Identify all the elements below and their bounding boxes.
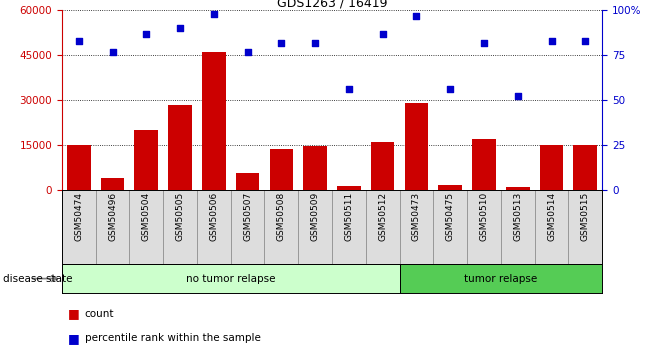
Point (107, 49, 118, 55)
Text: percentile rank within the sample: percentile rank within the sample (85, 333, 260, 343)
Text: GSM50508: GSM50508 (277, 192, 286, 241)
Point (344, 87, 354, 92)
Point (546, 38, 557, 43)
Point (242, 49, 253, 55)
Text: tumor relapse: tumor relapse (464, 274, 538, 284)
Text: GSM50509: GSM50509 (311, 192, 320, 241)
Point (276, 40, 286, 46)
Point (175, 26, 186, 31)
Title: GDS1263 / 16419: GDS1263 / 16419 (277, 0, 387, 9)
Point (580, 38, 590, 43)
Bar (472, 139, 496, 190)
Bar (438, 185, 462, 190)
Text: GSM50506: GSM50506 (210, 192, 218, 241)
Text: GSM50507: GSM50507 (243, 192, 252, 241)
Point (378, 31, 388, 37)
Bar (264, 190, 298, 264)
Text: GSM50510: GSM50510 (480, 192, 488, 241)
Bar (405, 103, 428, 190)
Bar (303, 146, 327, 190)
Text: GSM50475: GSM50475 (446, 192, 454, 241)
Point (310, 40, 320, 46)
Text: GSM50511: GSM50511 (344, 192, 353, 241)
Bar (501, 190, 534, 264)
Text: GSM50496: GSM50496 (108, 192, 117, 241)
Text: GSM50504: GSM50504 (142, 192, 151, 241)
Bar (62, 264, 400, 293)
Text: no tumor relapse: no tumor relapse (186, 274, 275, 284)
Text: GSM50473: GSM50473 (412, 192, 421, 241)
Bar (337, 186, 361, 190)
Text: count: count (85, 309, 114, 319)
Point (512, 94, 523, 99)
Bar (101, 178, 124, 190)
Text: GSM50514: GSM50514 (547, 192, 556, 241)
Bar (197, 190, 230, 264)
Bar (230, 190, 264, 264)
Bar (366, 190, 400, 264)
Bar (568, 190, 602, 264)
Bar (506, 187, 529, 190)
Bar (434, 190, 467, 264)
Text: GSM50505: GSM50505 (176, 192, 184, 241)
Bar (202, 52, 226, 190)
Bar (298, 190, 332, 264)
Point (74, 38, 84, 43)
Point (445, 87, 456, 92)
Bar (67, 145, 90, 190)
Bar (574, 145, 597, 190)
Text: disease state: disease state (3, 274, 73, 284)
Bar (400, 190, 434, 264)
Bar (163, 190, 197, 264)
Text: GSM50513: GSM50513 (513, 192, 522, 241)
Bar (534, 190, 568, 264)
Bar (62, 190, 96, 264)
Text: GSM50515: GSM50515 (581, 192, 590, 241)
Bar (467, 190, 501, 264)
Bar (135, 130, 158, 190)
Bar (270, 149, 293, 190)
Point (478, 40, 489, 46)
Text: ■: ■ (68, 332, 80, 345)
Text: GSM50512: GSM50512 (378, 192, 387, 241)
Bar (168, 105, 192, 190)
Bar (371, 142, 395, 190)
Bar (236, 173, 259, 190)
Bar (96, 190, 130, 264)
Point (411, 13, 422, 19)
Bar (400, 264, 602, 293)
Bar (540, 145, 563, 190)
Text: GSM50474: GSM50474 (74, 192, 83, 241)
Point (141, 31, 152, 37)
Point (208, 11, 219, 17)
Bar (332, 190, 366, 264)
Text: ■: ■ (68, 307, 80, 321)
Bar (130, 190, 163, 264)
